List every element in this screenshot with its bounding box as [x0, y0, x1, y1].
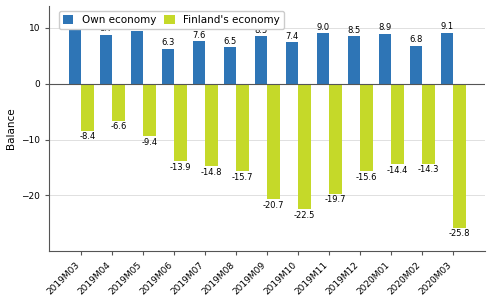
Text: -14.4: -14.4 [387, 166, 408, 175]
Text: 7.6: 7.6 [192, 31, 206, 40]
Text: 6.3: 6.3 [162, 38, 175, 47]
Text: -14.8: -14.8 [201, 168, 222, 177]
Text: 9.4: 9.4 [131, 21, 144, 30]
Bar [174, 84, 187, 161]
Bar [100, 35, 112, 84]
Y-axis label: Balance: Balance [5, 108, 16, 149]
Bar [69, 21, 82, 84]
Text: -13.9: -13.9 [170, 163, 191, 172]
Bar [441, 33, 453, 84]
Bar [298, 84, 311, 209]
Bar [143, 84, 156, 136]
Text: -19.7: -19.7 [325, 195, 346, 204]
Bar [317, 34, 329, 84]
Bar [131, 31, 143, 84]
Text: -22.5: -22.5 [294, 211, 315, 220]
Bar [82, 84, 94, 131]
Text: -25.8: -25.8 [449, 230, 470, 239]
Bar [255, 36, 267, 84]
Text: -15.7: -15.7 [232, 173, 253, 182]
Bar [329, 84, 342, 194]
Text: -15.6: -15.6 [355, 172, 377, 182]
Text: 9.0: 9.0 [317, 23, 329, 32]
Text: 8.5: 8.5 [348, 26, 361, 35]
Bar [224, 47, 236, 84]
Bar [286, 42, 298, 84]
Bar [267, 84, 280, 199]
Text: 8.5: 8.5 [254, 26, 268, 35]
Text: 6.5: 6.5 [223, 37, 237, 46]
Text: -14.3: -14.3 [418, 165, 439, 174]
Bar [360, 84, 373, 171]
Bar [193, 41, 205, 84]
Text: 8.7: 8.7 [100, 24, 113, 34]
Text: 7.4: 7.4 [285, 32, 299, 41]
Bar [236, 84, 249, 172]
Bar [453, 84, 465, 228]
Text: 6.8: 6.8 [409, 35, 423, 44]
Text: 9.1: 9.1 [440, 22, 454, 31]
Bar [391, 84, 404, 164]
Text: 11.2: 11.2 [66, 11, 84, 20]
Bar [112, 84, 125, 120]
Bar [422, 84, 435, 164]
Bar [162, 49, 174, 84]
Text: 8.9: 8.9 [379, 23, 392, 32]
Bar [379, 34, 391, 84]
Bar [348, 36, 360, 84]
Bar [205, 84, 218, 166]
Legend: Own economy, Finland's economy: Own economy, Finland's economy [59, 11, 284, 29]
Text: -9.4: -9.4 [141, 138, 158, 147]
Text: -20.7: -20.7 [263, 201, 284, 210]
Text: -8.4: -8.4 [80, 132, 96, 141]
Text: -6.6: -6.6 [110, 122, 127, 131]
Bar [410, 46, 422, 84]
